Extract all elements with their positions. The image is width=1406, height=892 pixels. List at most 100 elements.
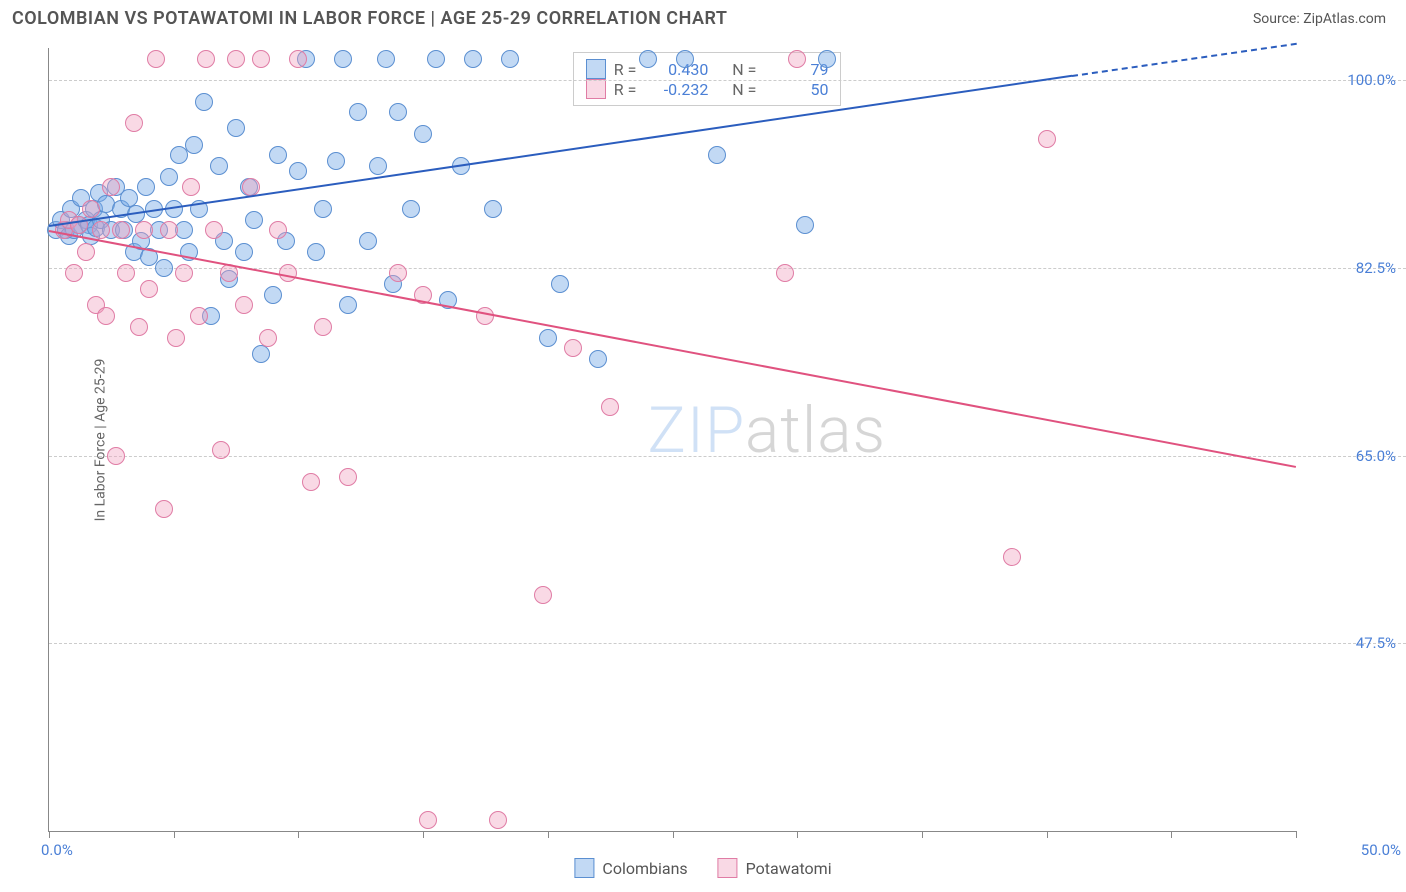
trend-line bbox=[49, 230, 1296, 468]
data-point bbox=[227, 119, 245, 137]
source-attribution: Source: ZipAtlas.com bbox=[1253, 11, 1386, 27]
data-point bbox=[252, 345, 270, 363]
y-axis-tick-label: 47.5% bbox=[1356, 634, 1396, 652]
data-point bbox=[427, 50, 445, 68]
data-point bbox=[65, 264, 83, 282]
data-point bbox=[137, 178, 155, 196]
data-point bbox=[349, 103, 367, 121]
trend-line bbox=[1071, 43, 1296, 77]
data-point bbox=[210, 157, 228, 175]
swatch-blue bbox=[586, 59, 606, 79]
data-point bbox=[501, 50, 519, 68]
data-point bbox=[259, 329, 277, 347]
data-point bbox=[564, 339, 582, 357]
data-point bbox=[212, 441, 230, 459]
data-point bbox=[314, 200, 332, 218]
data-point bbox=[788, 50, 806, 68]
x-axis-max-label: 50.0% bbox=[1361, 841, 1401, 859]
y-axis-tick-label: 65.0% bbox=[1356, 447, 1396, 465]
swatch-pink-icon bbox=[718, 858, 738, 878]
data-point bbox=[639, 50, 657, 68]
stats-row-potawatomi: R = -0.232 N = 50 bbox=[586, 79, 829, 99]
swatch-pink bbox=[586, 79, 606, 99]
data-point bbox=[160, 221, 178, 239]
data-point bbox=[389, 264, 407, 282]
x-tick bbox=[1171, 831, 1172, 838]
data-point bbox=[327, 152, 345, 170]
data-point bbox=[235, 243, 253, 261]
x-tick bbox=[548, 831, 549, 838]
data-point bbox=[339, 296, 357, 314]
data-point bbox=[334, 50, 352, 68]
series-legend: Colombians Potawatomi bbox=[574, 858, 831, 878]
data-point bbox=[155, 259, 173, 277]
data-point bbox=[269, 146, 287, 164]
legend-item-potawatomi: Potawatomi bbox=[718, 858, 832, 878]
data-point bbox=[314, 318, 332, 336]
data-point bbox=[245, 211, 263, 229]
gridline bbox=[49, 80, 1406, 81]
data-point bbox=[359, 232, 377, 250]
swatch-blue-icon bbox=[574, 858, 594, 878]
data-point bbox=[205, 221, 223, 239]
data-point bbox=[551, 275, 569, 293]
data-point bbox=[190, 307, 208, 325]
data-point bbox=[539, 329, 557, 347]
data-point bbox=[1003, 548, 1021, 566]
data-point bbox=[175, 264, 193, 282]
data-point bbox=[676, 50, 694, 68]
data-point bbox=[377, 50, 395, 68]
data-point bbox=[147, 50, 165, 68]
data-point bbox=[112, 221, 130, 239]
data-point bbox=[82, 200, 100, 218]
data-point bbox=[264, 286, 282, 304]
gridline bbox=[49, 643, 1406, 644]
data-point bbox=[307, 243, 325, 261]
data-point bbox=[197, 50, 215, 68]
data-point bbox=[464, 50, 482, 68]
x-axis-min-label: 0.0% bbox=[41, 841, 73, 859]
data-point bbox=[160, 168, 178, 186]
x-tick bbox=[174, 831, 175, 838]
data-point bbox=[102, 178, 120, 196]
x-tick bbox=[298, 831, 299, 838]
x-tick bbox=[49, 831, 50, 838]
data-point bbox=[77, 243, 95, 261]
data-point bbox=[107, 447, 125, 465]
data-point bbox=[155, 500, 173, 518]
data-point bbox=[818, 50, 836, 68]
x-tick bbox=[423, 831, 424, 838]
data-point bbox=[117, 264, 135, 282]
x-tick bbox=[673, 831, 674, 838]
x-tick bbox=[922, 831, 923, 838]
data-point bbox=[182, 178, 200, 196]
data-point bbox=[1038, 130, 1056, 148]
data-point bbox=[796, 216, 814, 234]
data-point bbox=[92, 221, 110, 239]
correlation-scatter-chart: In Labor Force | Age 25-29 0.0% 50.0% R … bbox=[48, 48, 1296, 832]
data-point bbox=[708, 146, 726, 164]
data-point bbox=[476, 307, 494, 325]
data-point bbox=[269, 221, 287, 239]
data-point bbox=[389, 103, 407, 121]
data-point bbox=[589, 350, 607, 368]
data-point bbox=[534, 586, 552, 604]
y-axis-title: In Labor Force | Age 25-29 bbox=[92, 358, 108, 521]
gridline bbox=[49, 456, 1406, 457]
data-point bbox=[414, 125, 432, 143]
data-point bbox=[125, 114, 143, 132]
x-tick bbox=[1296, 831, 1297, 838]
data-point bbox=[235, 296, 253, 314]
data-point bbox=[289, 162, 307, 180]
data-point bbox=[195, 93, 213, 111]
data-point bbox=[97, 307, 115, 325]
x-tick bbox=[1047, 831, 1048, 838]
data-point bbox=[289, 50, 307, 68]
data-point bbox=[167, 329, 185, 347]
data-point bbox=[185, 136, 203, 154]
data-point bbox=[776, 264, 794, 282]
data-point bbox=[402, 200, 420, 218]
data-point bbox=[130, 318, 148, 336]
data-point bbox=[489, 811, 507, 829]
data-point bbox=[302, 473, 320, 491]
